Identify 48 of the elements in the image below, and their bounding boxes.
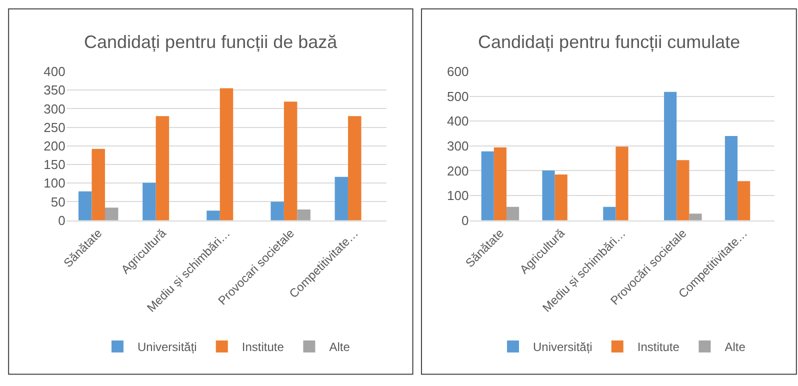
bar — [220, 88, 234, 220]
bar — [78, 191, 92, 220]
y-tick-label: 350 — [44, 82, 66, 98]
legend-label: Institute — [242, 340, 284, 354]
bar — [494, 147, 506, 220]
y-tick-label: 50 — [50, 194, 66, 210]
bar — [506, 206, 520, 220]
bar — [689, 214, 702, 220]
y-tick-label: 600 — [447, 64, 469, 80]
bar — [104, 208, 118, 220]
bar — [92, 148, 105, 220]
bar — [142, 182, 156, 220]
bar — [297, 210, 310, 220]
bar — [156, 116, 170, 220]
bar — [270, 202, 284, 220]
y-tick-label: 0 — [58, 212, 66, 228]
legend-label: Institute — [637, 340, 680, 354]
y-tick-label: 300 — [44, 101, 66, 116]
bar — [206, 210, 220, 220]
bar — [348, 116, 362, 220]
y-tick-label: 100 — [44, 176, 66, 191]
chart-title: Candidați pentru funcții de bază — [84, 32, 338, 52]
chart-title: Candidați pentru funcții cumulate — [478, 32, 740, 52]
bar — [481, 151, 494, 220]
bar — [284, 102, 298, 220]
y-tick-label: 100 — [447, 188, 469, 204]
legend-label: Universități — [533, 340, 592, 354]
legend-label: Universități — [138, 340, 197, 354]
y-tick-label: 150 — [44, 157, 66, 172]
legend-label: Alte — [329, 340, 350, 354]
y-tick-label: 400 — [447, 114, 469, 129]
y-tick-label: 0 — [462, 212, 469, 228]
bar — [334, 176, 348, 220]
bar — [738, 181, 750, 220]
bar — [616, 146, 628, 220]
bar — [724, 136, 738, 220]
legend-label: Alte — [724, 340, 746, 354]
bar — [664, 92, 677, 220]
bar — [603, 206, 616, 220]
y-tick-label: 200 — [44, 138, 66, 154]
bar — [676, 160, 690, 220]
y-tick-label: 400 — [44, 64, 66, 80]
y-tick-label: 200 — [447, 163, 469, 178]
y-tick-label: 250 — [44, 120, 66, 135]
y-tick-label: 500 — [447, 88, 469, 104]
bar — [542, 170, 555, 220]
bar — [554, 174, 568, 220]
y-tick-label: 300 — [447, 138, 469, 154]
